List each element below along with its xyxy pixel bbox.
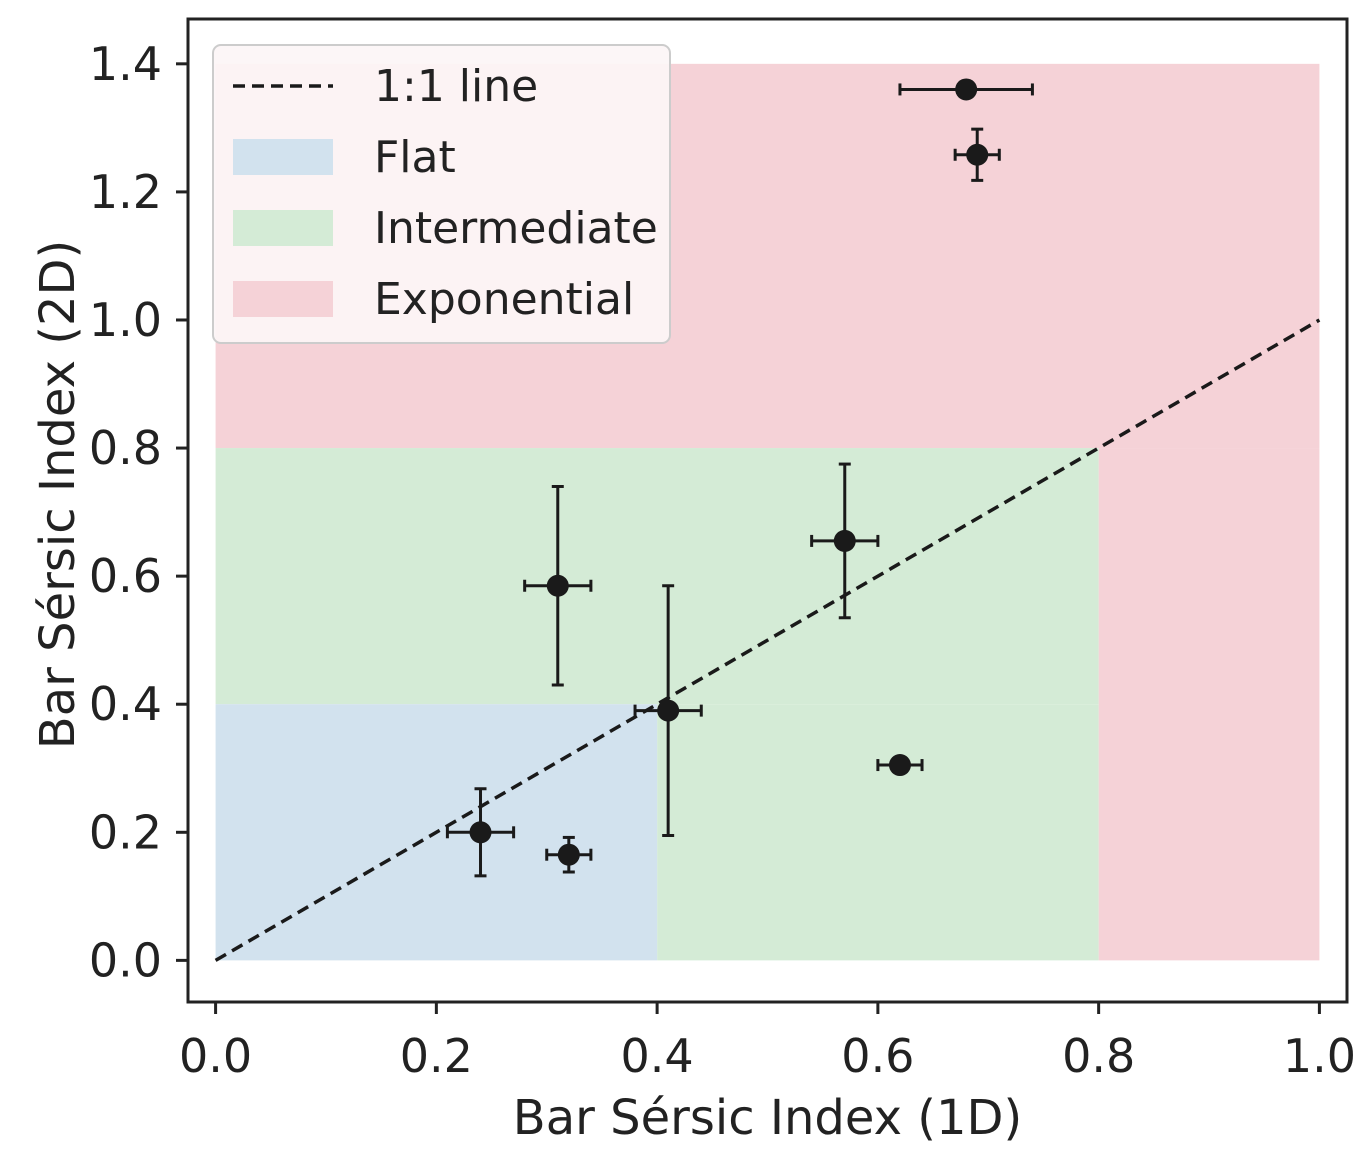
- legend-box: [212, 44, 671, 344]
- axis-ticks: 0.0 0.2 0.4 0.6 0.8 1.0 0.0 0.2 0.4 0.6 0.8 1.0 1.2 1…: [89, 37, 1356, 1083]
- data-point-group: [898, 78, 1034, 101]
- data-point-marker: [657, 699, 680, 722]
- data-point-group: [876, 754, 924, 777]
- region-exponential: [1098, 448, 1320, 961]
- data-point-marker: [546, 574, 569, 597]
- legend-label-1-1-line: 1:1 line: [374, 61, 538, 112]
- x-tick-label: 0.2: [400, 1029, 473, 1083]
- legend-swatch-flat: [233, 139, 333, 175]
- legend-label-intermediate: Intermediate: [374, 203, 658, 254]
- one-to-one-line: [214, 318, 1321, 962]
- x-tick-label: 1.0: [1283, 1029, 1356, 1083]
- data-point-marker: [955, 78, 978, 101]
- x-tick-label: 0.6: [841, 1029, 914, 1083]
- y-tick-label: 0.6: [89, 549, 162, 603]
- legend-label-flat: Flat: [374, 132, 456, 183]
- legend-swatch-intermediate: [233, 210, 333, 246]
- data-points: [445, 78, 1034, 878]
- legend-swatch-exponential: [233, 281, 333, 317]
- data-point-marker: [557, 843, 580, 866]
- data-point-group: [810, 462, 880, 620]
- x-tick-label: 0.4: [621, 1029, 694, 1083]
- data-point-group: [523, 484, 593, 687]
- region-intermediate: [215, 448, 1099, 705]
- data-point-group: [953, 127, 1001, 182]
- data-point-marker: [469, 821, 492, 844]
- x-tick-label: 0.8: [1062, 1029, 1135, 1083]
- plot-frame: [186, 17, 1349, 1004]
- data-point-group: [633, 584, 703, 837]
- data-point-group: [445, 787, 516, 878]
- data-point-group: [545, 835, 593, 874]
- y-tick-label: 1.0: [89, 293, 162, 347]
- legend-label-exponential: Exponential: [374, 274, 634, 325]
- y-axis-label: Bar Sérsic Index (2D): [30, 240, 86, 749]
- data-point-marker: [888, 754, 911, 777]
- reference-line-layer: [214, 318, 1321, 962]
- data-point-marker: [966, 143, 989, 166]
- y-tick-label: 1.4: [89, 37, 162, 91]
- legend: 1:1 line Flat Intermediate Exponential: [212, 44, 671, 344]
- y-tick-label: 0.8: [89, 421, 162, 475]
- x-tick-label: 0.0: [179, 1029, 252, 1083]
- y-tick-label: 0.4: [89, 677, 162, 731]
- y-tick-label: 0.2: [89, 805, 162, 859]
- region-intermediate: [657, 704, 1099, 961]
- x-axis-label: Bar Sérsic Index (1D): [513, 1090, 1022, 1146]
- y-tick-label: 1.2: [89, 165, 162, 219]
- y-tick-label: 0.0: [89, 933, 162, 987]
- data-point-marker: [833, 529, 856, 552]
